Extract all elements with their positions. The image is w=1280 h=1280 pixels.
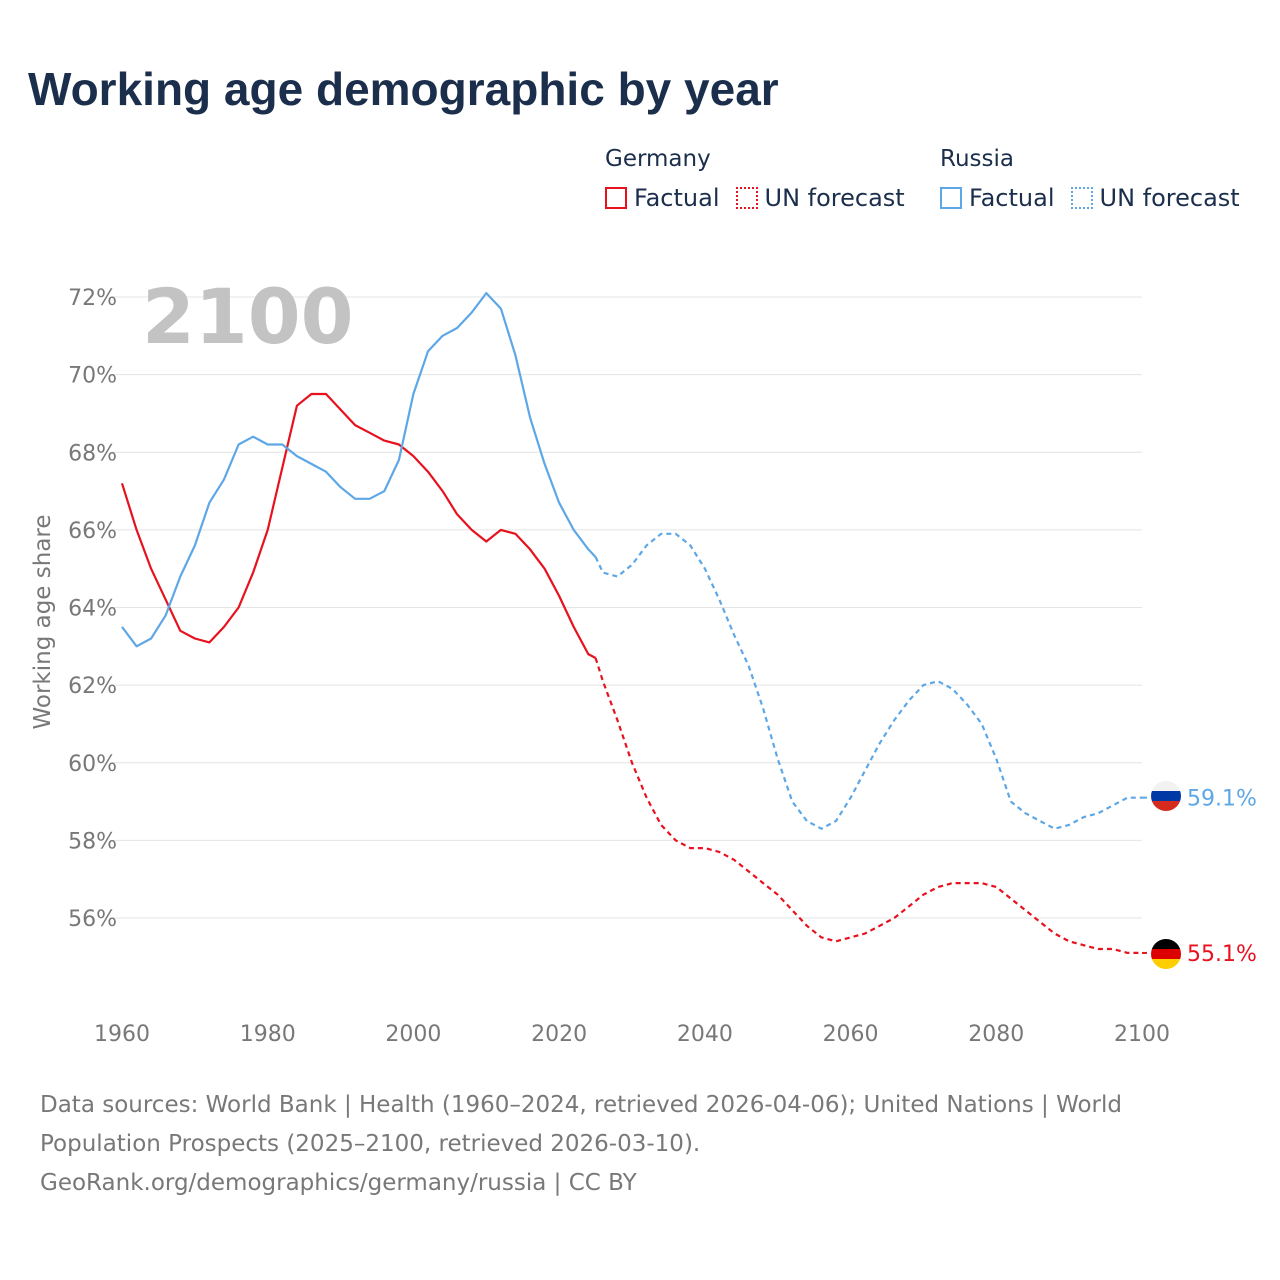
legend-label: Factual <box>969 184 1055 212</box>
germany-end-label: 55.1% <box>1187 942 1257 967</box>
legend-group-name: Russia <box>940 146 1014 172</box>
germany-forecast-line[interactable] <box>594 657 1142 954</box>
line-chart: 56% 58% 60% 62% 64% 66% 68% 70% 72% 1960 1980 2000 2… <box>30 272 1257 1047</box>
legend-group-russia: Russia Factual UN forecast <box>940 146 1256 212</box>
footer: Data sources: World Bank | Health (1960–… <box>40 1086 1200 1203</box>
legend-label: UN forecast <box>1099 184 1240 212</box>
germany-forecast-swatch <box>735 187 758 209</box>
legend-label: UN forecast <box>764 184 905 212</box>
germany-factual-line[interactable] <box>120 392 597 659</box>
legend-label: Factual <box>634 184 720 212</box>
x-tick-label: 2060 <box>823 1022 879 1047</box>
y-tick-label: 66% <box>68 519 117 544</box>
x-tick-label: 1960 <box>94 1022 150 1047</box>
y-axis-label: Working age share <box>30 514 56 729</box>
legend-item-germany-factual[interactable]: Factual <box>605 184 720 212</box>
russia-forecast-line[interactable] <box>594 532 1142 830</box>
russia-factual-line[interactable] <box>121 292 597 648</box>
legend-item-germany-forecast[interactable]: UN forecast <box>735 184 905 212</box>
y-tick-label: 70% <box>68 364 117 389</box>
y-tick-label: 72% <box>68 286 117 311</box>
chart-title: Working age demographic by year <box>28 63 779 115</box>
year-watermark: 2100 <box>142 272 354 361</box>
x-tick-label: 2100 <box>1114 1022 1170 1047</box>
russia-end-label: 59.1% <box>1187 787 1257 812</box>
legend-item-russia-forecast[interactable]: UN forecast <box>1070 184 1240 212</box>
y-tick-label: 68% <box>68 441 117 466</box>
russia-flag-icon <box>1151 781 1181 811</box>
x-tick-label: 2020 <box>531 1022 587 1047</box>
x-tick-label: 1980 <box>240 1022 296 1047</box>
germany-flag-icon <box>1151 939 1181 969</box>
x-tick-label: 2040 <box>677 1022 733 1047</box>
y-tick-label: 64% <box>68 597 117 622</box>
x-tick-label: 2080 <box>968 1022 1024 1047</box>
russia-factual-swatch <box>940 187 962 209</box>
y-tick-label: 56% <box>68 907 117 932</box>
russia-forecast-swatch <box>1070 187 1093 209</box>
y-tick-label: 62% <box>68 674 117 699</box>
legend-item-russia-factual[interactable]: Factual <box>940 184 1055 212</box>
germany-factual-swatch <box>605 187 627 209</box>
legend-group-name: Germany <box>605 146 711 172</box>
footer-link[interactable]: GeoRank.org/demographics/germany/russia … <box>40 1170 637 1196</box>
x-tick-label: 2000 <box>385 1022 441 1047</box>
footer-sources: Data sources: World Bank | Health (1960–… <box>40 1092 1122 1157</box>
y-tick-label: 58% <box>68 829 117 854</box>
y-tick-label: 60% <box>68 752 117 777</box>
legend-group-germany: Germany Factual UN forecast <box>605 146 921 212</box>
